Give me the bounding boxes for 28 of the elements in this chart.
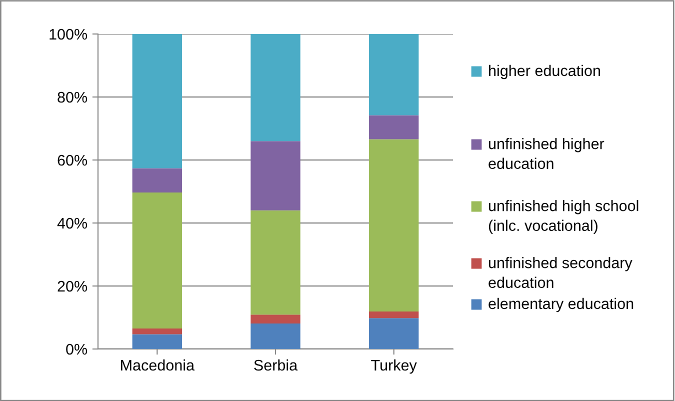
- bar: [132, 34, 182, 168]
- y-tick-label: 80%: [58, 92, 88, 103]
- bar: [368, 115, 419, 140]
- legend-label: unfinished higher education: [488, 138, 604, 169]
- y-tick-label: 20%: [58, 280, 88, 292]
- legend-label: elementary education: [488, 298, 634, 312]
- legend-label: unfinished high school (inlc. vocational): [488, 200, 638, 234]
- bar: [368, 34, 419, 116]
- x-tick-label: Serbia: [254, 359, 298, 371]
- bar: [368, 318, 419, 349]
- bar: [250, 323, 300, 349]
- bar: [368, 139, 419, 312]
- y-tick-label: 40%: [57, 218, 88, 229]
- bar: [250, 314, 300, 324]
- bar: [250, 34, 300, 142]
- bar: [250, 210, 300, 315]
- y-tick-label: 60%: [58, 154, 88, 166]
- bar: [132, 328, 182, 334]
- y-tick-label: 0%: [66, 344, 88, 355]
- bar: [132, 168, 182, 192]
- x-tick-label: Turkey: [371, 359, 417, 374]
- bar: [250, 141, 300, 210]
- legend-label: higher education: [489, 64, 600, 80]
- bar: [132, 192, 182, 329]
- y-tick-label: 100%: [50, 28, 88, 40]
- x-tick-label: Macedonia: [121, 359, 195, 371]
- bar: [132, 334, 182, 349]
- bar: [368, 312, 419, 318]
